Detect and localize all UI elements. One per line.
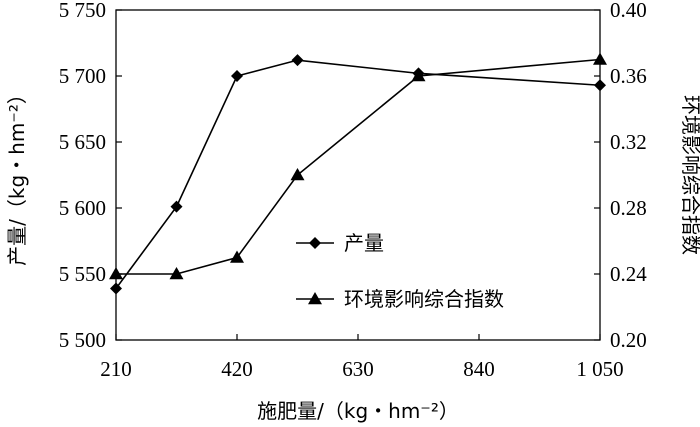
series-line-environment-index — [116, 58, 601, 275]
y2-axis-title: 环境影响综合指数 — [679, 95, 700, 255]
y-tick-label: 5 500 — [59, 328, 106, 352]
x-tick-label: 420 — [221, 357, 253, 381]
x-tick-label: 1 050 — [576, 357, 623, 381]
data-point-triangle — [230, 250, 244, 263]
data-point-diamond — [170, 200, 183, 213]
x-tick-label: 840 — [463, 357, 495, 381]
data-point-diamond — [110, 282, 122, 295]
data-point-diamond — [309, 237, 321, 249]
y-axis-title: 产量/（kg・hm⁻²） — [5, 84, 29, 266]
y2-tick-label: 0.24 — [610, 262, 647, 286]
data-point-triangle — [109, 267, 123, 280]
y2-tick-label: 0.20 — [610, 328, 647, 352]
data-point-diamond — [231, 70, 243, 82]
x-tick-label: 210 — [100, 357, 132, 381]
data-point-triangle — [308, 292, 322, 305]
y-tick-label: 5 700 — [59, 64, 106, 88]
data-point-diamond — [291, 54, 304, 67]
x-tick-label: 630 — [342, 357, 374, 381]
x-axis-title: 施肥量/（kg・hm⁻²） — [257, 399, 459, 423]
y2-tick-label: 0.28 — [610, 196, 647, 220]
data-point-diamond — [594, 79, 606, 92]
legend-label-yield: 产量 — [344, 231, 384, 255]
data-point-triangle — [593, 52, 607, 65]
data-point-triangle — [169, 267, 184, 280]
legend-label-environment-index: 环境影响综合指数 — [344, 287, 504, 311]
data-point-triangle — [290, 168, 305, 181]
y-tick-label: 5 550 — [59, 262, 106, 286]
series-line-yield — [115, 59, 601, 289]
y-tick-label: 5 600 — [59, 196, 106, 220]
data-point-triangle — [411, 69, 426, 82]
y2-tick-label: 0.36 — [610, 64, 647, 88]
y-tick-label: 5 750 — [59, 0, 106, 22]
y2-tick-label: 0.40 — [610, 0, 647, 22]
y-tick-label: 5 650 — [59, 130, 106, 154]
y2-tick-label: 0.32 — [610, 130, 647, 154]
